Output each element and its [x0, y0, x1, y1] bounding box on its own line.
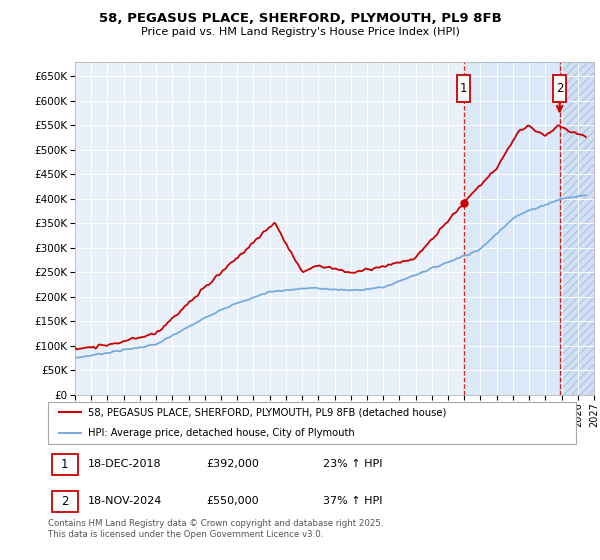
- Text: 58, PEGASUS PLACE, SHERFORD, PLYMOUTH, PL9 8FB: 58, PEGASUS PLACE, SHERFORD, PLYMOUTH, P…: [98, 12, 502, 25]
- Text: HPI: Average price, detached house, City of Plymouth: HPI: Average price, detached house, City…: [88, 428, 355, 437]
- Text: 23% ↑ HPI: 23% ↑ HPI: [323, 459, 382, 469]
- Text: £392,000: £392,000: [206, 459, 259, 469]
- Bar: [560, 62, 594, 395]
- Text: 58, PEGASUS PLACE, SHERFORD, PLYMOUTH, PL9 8FB (detached house): 58, PEGASUS PLACE, SHERFORD, PLYMOUTH, P…: [88, 408, 446, 417]
- FancyBboxPatch shape: [553, 75, 566, 102]
- FancyBboxPatch shape: [52, 491, 77, 511]
- Text: 37% ↑ HPI: 37% ↑ HPI: [323, 496, 382, 506]
- FancyBboxPatch shape: [457, 75, 470, 102]
- Bar: [560, 62, 594, 395]
- Bar: [464, 62, 560, 395]
- Text: Contains HM Land Registry data © Crown copyright and database right 2025.
This d: Contains HM Land Registry data © Crown c…: [48, 519, 383, 539]
- FancyBboxPatch shape: [52, 454, 77, 475]
- FancyBboxPatch shape: [48, 402, 576, 444]
- Text: 2: 2: [556, 82, 563, 95]
- Text: 18-NOV-2024: 18-NOV-2024: [88, 496, 162, 506]
- Text: 1: 1: [460, 82, 467, 95]
- Text: £550,000: £550,000: [206, 496, 259, 506]
- Text: 1: 1: [61, 458, 68, 471]
- Text: Price paid vs. HM Land Registry's House Price Index (HPI): Price paid vs. HM Land Registry's House …: [140, 27, 460, 38]
- Text: 2: 2: [61, 495, 68, 508]
- Text: 18-DEC-2018: 18-DEC-2018: [88, 459, 161, 469]
